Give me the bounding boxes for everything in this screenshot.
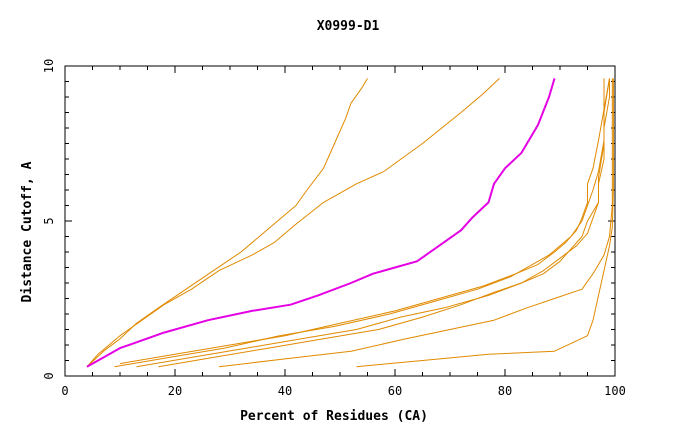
y-tick-label: 5: [42, 217, 56, 224]
x-tick-label: 80: [498, 384, 512, 398]
series-curve-6: [136, 78, 610, 368]
y-axis-label: Distance Cutoff, A: [20, 161, 35, 302]
plot-frame: [64, 65, 616, 377]
chart-title: X0999-D1: [317, 19, 380, 34]
curves: [86, 78, 614, 368]
axes: 0 20 40 60 80 100 0 5 10: [42, 59, 626, 398]
series-curve-4: [119, 78, 605, 365]
x-axis-label: Percent of Residues (CA): [240, 409, 428, 424]
x-tick-label: 60: [388, 384, 402, 398]
y-tick-label: 10: [42, 59, 56, 73]
series-curve-7: [158, 78, 610, 368]
series-curve-5: [114, 78, 610, 368]
x-tick-label: 100: [604, 384, 626, 398]
x-tick-label: 20: [168, 384, 182, 398]
x-tick-label: 0: [61, 384, 68, 398]
series-curve-1: [86, 78, 368, 368]
series-curve-9: [356, 78, 614, 368]
series-curve-3-highlight: [86, 78, 556, 368]
series-curve-8: [218, 78, 613, 368]
series-curve-2: [86, 78, 500, 368]
y-tick-label: 0: [42, 372, 56, 379]
x-tick-label: 40: [278, 384, 292, 398]
